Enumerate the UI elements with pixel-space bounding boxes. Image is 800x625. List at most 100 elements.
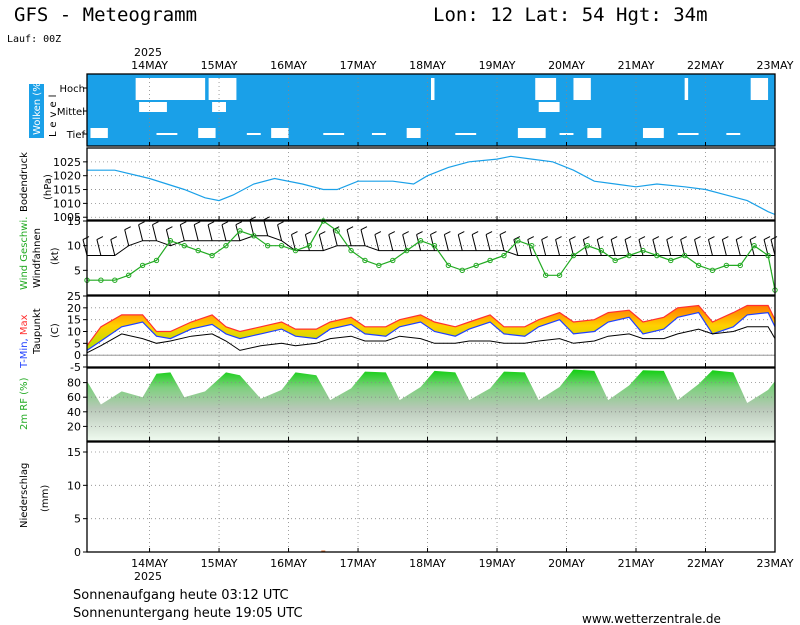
x-tick-label-top: 21MAY <box>618 59 655 72</box>
wind-barb <box>694 239 700 256</box>
wind-ylabel: Wind Geschwi. <box>19 217 30 290</box>
precipitation-panel: 15 10 5 0 <box>67 441 776 559</box>
x-axis-bottom: 14MAY 15MAY 16MAY 17MAY 18MAY 19MAY 20MAY 21MAY… <box>131 557 794 570</box>
temp-unit: (C) <box>50 323 61 338</box>
wind-barb <box>346 229 352 246</box>
wind-barb <box>499 234 505 251</box>
wind-speed-point <box>223 242 229 249</box>
y-tick-label: 15 <box>67 446 81 459</box>
wind-speed-point <box>98 277 104 283</box>
y-tick-label: 20 <box>67 302 81 315</box>
wind-barb-feather <box>263 216 270 221</box>
wind-frame <box>86 220 776 296</box>
wind-barb-feather <box>610 236 618 240</box>
y-tick-label: 10 <box>67 240 81 253</box>
temp-ylabel: T-Min, Max <box>19 314 30 369</box>
cloud-gap <box>156 133 178 135</box>
cloud-gap <box>371 133 386 135</box>
cloud-level-label: Hoch <box>60 84 85 95</box>
wind-barb-feather <box>96 236 104 240</box>
wind-speed-point <box>209 252 215 259</box>
y-tick-label: 5 <box>74 264 81 277</box>
wind-barb <box>249 219 255 236</box>
wind-barb-feather <box>402 231 409 236</box>
wind-barb-feather <box>430 231 437 236</box>
wind-barb-feather <box>527 236 534 240</box>
x-tick-label-bottom: 21MAY <box>618 557 655 570</box>
wind-barb-feather <box>569 236 576 240</box>
wind-barb <box>763 239 769 256</box>
wind-barb <box>152 224 157 241</box>
precipitation-frame <box>86 441 776 553</box>
cloud-gap <box>535 78 557 100</box>
wind-speed-point <box>681 252 688 259</box>
wind-speed-point <box>584 242 591 249</box>
precip-unit: (mm) <box>40 485 51 512</box>
cloud-gap <box>677 133 699 135</box>
wind-speed-point <box>598 247 604 254</box>
wind-barb-feather <box>193 221 201 226</box>
cloud-gap <box>246 133 261 135</box>
cloud-gap <box>135 78 206 100</box>
wind-barb-feather <box>444 231 451 236</box>
x-tick-label-top: 16MAY <box>270 59 307 72</box>
wind-barb <box>652 239 658 256</box>
y-tick-label: 1025 <box>53 156 81 169</box>
wind-barb-feather <box>180 221 187 226</box>
wind-barb <box>735 239 741 256</box>
y-tick-label: 10 <box>67 479 81 492</box>
wind-barb <box>485 234 491 251</box>
wind-barb-feather <box>680 236 687 240</box>
wind-barb <box>707 239 713 256</box>
wind-barb <box>541 239 547 256</box>
cloud-gap <box>684 78 689 100</box>
x-tick-label-bottom: 19MAY <box>479 557 516 570</box>
wind-barb <box>568 239 574 256</box>
wind-speed-point <box>737 262 743 269</box>
wind-barb-feather <box>346 226 354 231</box>
wind-barb-feather <box>207 221 215 226</box>
wind-barb <box>332 229 338 246</box>
y-labels: Wolken (%) Level Bodendruck (hPa) Wind G… <box>19 78 61 528</box>
wind-barb-feather <box>82 236 90 240</box>
wind-speed-point <box>723 262 730 269</box>
wind-speed-point <box>556 272 563 278</box>
y-tick-label: 15 <box>67 215 81 228</box>
wind-barb-feather <box>499 231 507 236</box>
wind-ylabel-2: Windfahnen <box>32 228 43 288</box>
wind-barb <box>402 234 408 251</box>
cloud-gap <box>573 78 591 100</box>
precip-bar <box>321 550 326 552</box>
wind-barb <box>138 224 144 241</box>
wind-barb <box>749 239 755 256</box>
cloud-gap <box>406 128 421 138</box>
tmax-line <box>86 304 776 347</box>
wind-barb-feather <box>416 231 423 236</box>
wind-speed-point <box>278 242 285 249</box>
wind-speed-point <box>709 267 716 274</box>
wind-barb <box>457 234 463 251</box>
wind-barb <box>388 234 394 251</box>
x-tick-label-bottom: 22MAY <box>687 557 724 570</box>
humidity-frame <box>86 367 776 442</box>
wind-speed-point <box>417 238 424 244</box>
y-tick-label: 25 <box>67 290 81 303</box>
wind-barb-feather <box>624 236 632 240</box>
wind-barb-feather <box>708 236 715 240</box>
wind-speed-point <box>181 242 187 249</box>
wind-barb-feather <box>388 231 396 236</box>
wind-barb <box>221 224 227 241</box>
cloud-gap <box>455 133 477 135</box>
wind-speed-point <box>529 242 535 249</box>
x-tick-label-bottom: 20MAY <box>548 557 585 570</box>
wind-speed-point <box>153 257 160 264</box>
wind-barb-feather <box>541 236 548 240</box>
x-tick-label-bottom: 16MAY <box>270 557 307 570</box>
wind-barb-feather <box>458 231 465 236</box>
tmin-line <box>86 311 776 351</box>
wind-barb-feather <box>583 236 590 240</box>
wind-barb-feather <box>652 236 660 240</box>
x-tick-label-top: 15MAY <box>201 59 238 72</box>
